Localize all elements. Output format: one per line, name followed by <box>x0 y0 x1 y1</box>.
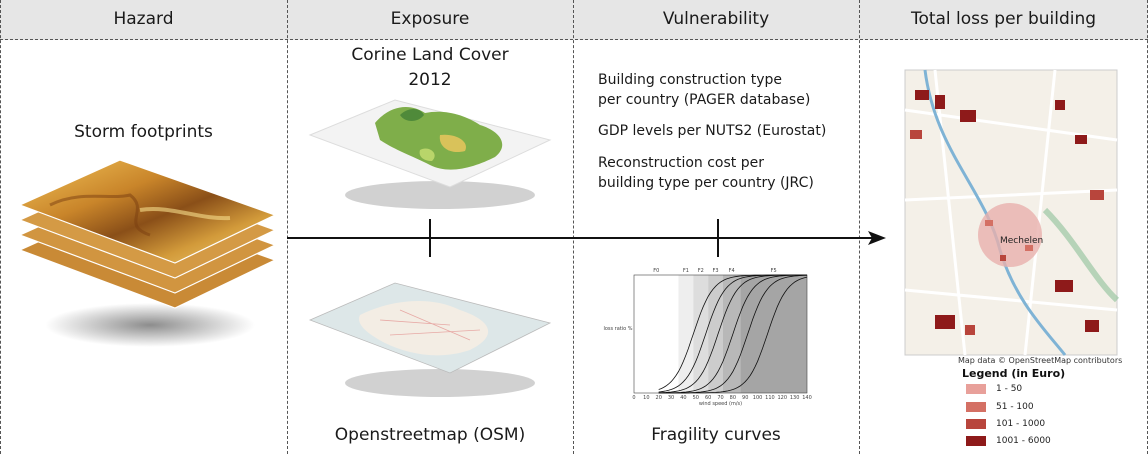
chart-frame <box>633 274 808 394</box>
x-tick-label: 50 <box>693 395 699 401</box>
vuln-item3-line1: Reconstruction cost per <box>598 155 764 171</box>
legend-swatch-1 <box>966 384 986 394</box>
fragility-curve-6 <box>658 276 808 394</box>
band-label-f2: F2 <box>698 268 704 274</box>
x-tick-label: 140 <box>802 395 812 401</box>
x-axis-label: wind speed (m/s) <box>699 401 742 407</box>
fragility-curve-4 <box>658 274 807 394</box>
legend-swatch-3 <box>966 419 986 429</box>
x-tick-label: 90 <box>742 395 748 401</box>
corine-title-line2: 2012 <box>408 70 452 90</box>
loss-map <box>904 69 1120 356</box>
header-exposure: Exposure <box>390 9 470 29</box>
corine-land-cover-map <box>308 99 552 209</box>
divider-1 <box>287 0 288 454</box>
header-bar: Hazard Exposure Vulnerability Total loss… <box>0 0 1148 40</box>
divider-3 <box>859 0 860 454</box>
x-tick-label: 30 <box>668 395 674 401</box>
legend-title: Legend (in Euro) <box>962 367 1066 380</box>
band-label-f3: F3 <box>713 268 719 274</box>
x-tick-label: 20 <box>656 395 662 401</box>
x-tick-label: 40 <box>680 395 686 401</box>
osm-label: Openstreetmap (OSM) <box>334 425 526 445</box>
legend-label-4: 1001 - 6000 <box>996 436 1051 446</box>
fragility-curve-3 <box>658 274 807 394</box>
band-f4 <box>722 275 741 393</box>
x-tick-label: 110 <box>765 395 775 401</box>
band-label-f4: F4 <box>729 268 735 274</box>
x-tick-label: 70 <box>717 395 723 401</box>
x-tick-label: 80 <box>730 395 736 401</box>
x-tick-label: 120 <box>778 395 788 401</box>
fragility-curves-chart: F0 F1 F2 F3 F4 F5 0 10 20 30 40 50 60 70 80 90 100 110 120… <box>603 268 812 407</box>
osm-map <box>308 282 552 397</box>
legend-swatch-2 <box>966 402 986 412</box>
divider-2 <box>573 0 574 454</box>
x-tick-label: 100 <box>753 395 763 401</box>
city-label: Mechelen <box>1000 236 1044 246</box>
band-label-f0: F0 <box>653 268 659 274</box>
storm-footprint-stack <box>18 159 277 347</box>
band-f0 <box>634 275 679 393</box>
vuln-item1-line2: per country (PAGER database) <box>598 92 811 108</box>
x-tick-label: 0 <box>632 395 635 401</box>
header-total-loss: Total loss per building <box>910 9 1097 29</box>
legend-label-3: 101 - 1000 <box>996 419 1046 429</box>
vuln-item1-line1: Building construction type <box>598 72 783 88</box>
vuln-item3-line2: building type per country (JRC) <box>598 175 814 191</box>
band-label-f5: F5 <box>771 268 777 274</box>
legend-label-1: 1 - 50 <box>996 384 1023 394</box>
map-credit: Map data © OpenStreetMap contributors <box>958 356 1123 365</box>
x-tick-label: 10 <box>643 395 649 401</box>
band-label-f1: F1 <box>683 268 689 274</box>
y-axis-label: loss ratio % <box>603 326 632 332</box>
corine-title-line1: Corine Land Cover <box>351 45 509 65</box>
header-hazard: Hazard <box>113 9 174 29</box>
storm-footprints-label: Storm footprints <box>74 122 213 142</box>
band-f3 <box>708 275 723 393</box>
vuln-item2: GDP levels per NUTS2 (Eurostat) <box>598 123 827 139</box>
header-vulnerability: Vulnerability <box>662 9 770 29</box>
x-tick-label: 130 <box>790 395 800 401</box>
legend-swatch-4 <box>966 436 986 446</box>
legend-label-2: 51 - 100 <box>996 402 1034 412</box>
fragility-curves-label: Fragility curves <box>651 425 781 445</box>
left-edge <box>0 0 1 454</box>
x-tick-label: 60 <box>705 395 711 401</box>
